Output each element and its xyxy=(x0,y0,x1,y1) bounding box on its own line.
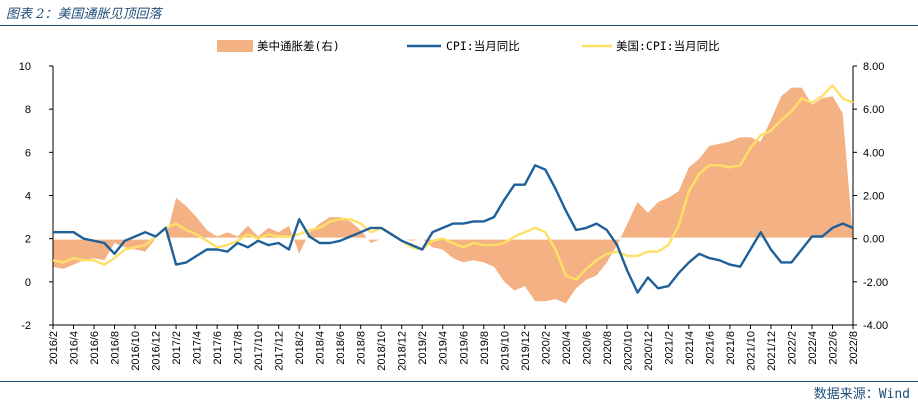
x-tick-label: 2019/8 xyxy=(479,331,491,365)
x-tick-label: 2022/2 xyxy=(787,331,799,365)
left-tick-label: 6 xyxy=(25,147,31,159)
x-tick-label: 2016/10 xyxy=(130,331,142,371)
left-tick-label: 4 xyxy=(25,191,31,203)
x-tick-label: 2020/12 xyxy=(643,331,655,371)
x-tick-label: 2021/12 xyxy=(766,331,778,371)
x-tick-label: 2019/10 xyxy=(499,331,511,371)
x-tick-label: 2016/8 xyxy=(110,331,122,365)
x-tick-label: 2018/4 xyxy=(315,331,327,365)
right-tick-label: -4.00 xyxy=(863,320,888,332)
x-tick-label: 2017/2 xyxy=(171,331,183,365)
x-tick-label: 2019/4 xyxy=(438,331,450,365)
left-tick-label: 2 xyxy=(25,234,31,246)
x-tick-label: 2021/8 xyxy=(725,331,737,365)
x-tick-label: 2020/6 xyxy=(581,331,593,365)
right-tick-label: 6.00 xyxy=(863,104,884,116)
series-us-cpi-line xyxy=(52,84,854,281)
x-tick-label: 2017/12 xyxy=(274,331,286,371)
series-china-cpi-line xyxy=(53,164,854,294)
x-tick-label: 2022/6 xyxy=(828,331,840,365)
x-tick-label: 2016/2 xyxy=(48,331,60,365)
x-tick-label: 2016/6 xyxy=(89,331,101,365)
x-tick-label: 2018/6 xyxy=(335,331,347,365)
x-tick-label: 2018/2 xyxy=(294,331,306,365)
axes: 1086420-28.006.004.002.000.00-2.00-4.002… xyxy=(19,61,888,371)
right-tick-label: 8.00 xyxy=(863,61,884,73)
x-tick-label: 2020/8 xyxy=(602,331,614,365)
chart: 美中通胀差(右) CPI:当月同比 美国:CPI:当月同比 10 8 6 4 2 0 -2 8.0… xyxy=(19,39,888,371)
x-tick-label: 2017/10 xyxy=(253,331,265,371)
top-rule xyxy=(0,25,918,26)
x-tick-label: 2017/4 xyxy=(192,331,204,365)
x-tick-label: 2020/4 xyxy=(561,331,573,365)
x-tick-label: 2016/12 xyxy=(151,331,163,371)
x-tick-label: 2019/2 xyxy=(417,331,429,365)
x-tick-label: 2020/10 xyxy=(622,331,634,371)
source-note: 数据来源：Wind xyxy=(813,387,910,402)
left-tick-label: 8 xyxy=(25,104,31,116)
x-tick-label: 2022/4 xyxy=(807,331,819,365)
bottom-rule xyxy=(0,381,918,382)
legend-label-china-cpi: CPI:当月同比 xyxy=(446,39,520,53)
series-lines xyxy=(52,84,854,294)
x-tick-label: 2021/10 xyxy=(745,331,757,371)
x-tick-label: 2021/2 xyxy=(663,331,675,365)
x-tick-label: 2018/8 xyxy=(356,331,368,365)
x-tick-label: 2021/4 xyxy=(684,331,696,365)
right-tick-label: -2.00 xyxy=(863,277,888,289)
left-tick-label: -2 xyxy=(21,320,31,332)
legend-label-us-cpi: 美国:CPI:当月同比 xyxy=(616,39,720,53)
right-tick-label: 2.00 xyxy=(863,191,884,203)
legend-label-spread: 美中通胀差(右) xyxy=(257,39,340,53)
x-tick-label: 2019/12 xyxy=(520,331,532,371)
series-spread-area xyxy=(53,87,853,304)
x-tick-label: 2018/10 xyxy=(376,331,388,371)
x-tick-label: 2021/6 xyxy=(704,331,716,365)
x-tick-label: 2017/8 xyxy=(233,331,245,365)
x-tick-label: 2020/2 xyxy=(540,331,552,365)
legend-swatch-spread xyxy=(217,40,253,52)
right-tick-label: 0.00 xyxy=(863,234,884,246)
left-tick-label: 10 xyxy=(19,61,31,73)
x-tick-label: 2017/6 xyxy=(212,331,224,365)
left-tick-label: 0 xyxy=(25,277,31,289)
x-tick-label: 2016/4 xyxy=(69,331,81,365)
x-tick-label: 2022/8 xyxy=(848,331,860,365)
x-tick-label: 2018/12 xyxy=(397,331,409,371)
right-tick-label: 4.00 xyxy=(863,147,884,159)
legend: 美中通胀差(右) CPI:当月同比 美国:CPI:当月同比 xyxy=(217,39,720,53)
x-tick-label: 2019/6 xyxy=(458,331,470,365)
spread-area-layer xyxy=(53,87,853,304)
figure-title: 图表 2：美国通胀见顶回落 xyxy=(6,7,162,22)
